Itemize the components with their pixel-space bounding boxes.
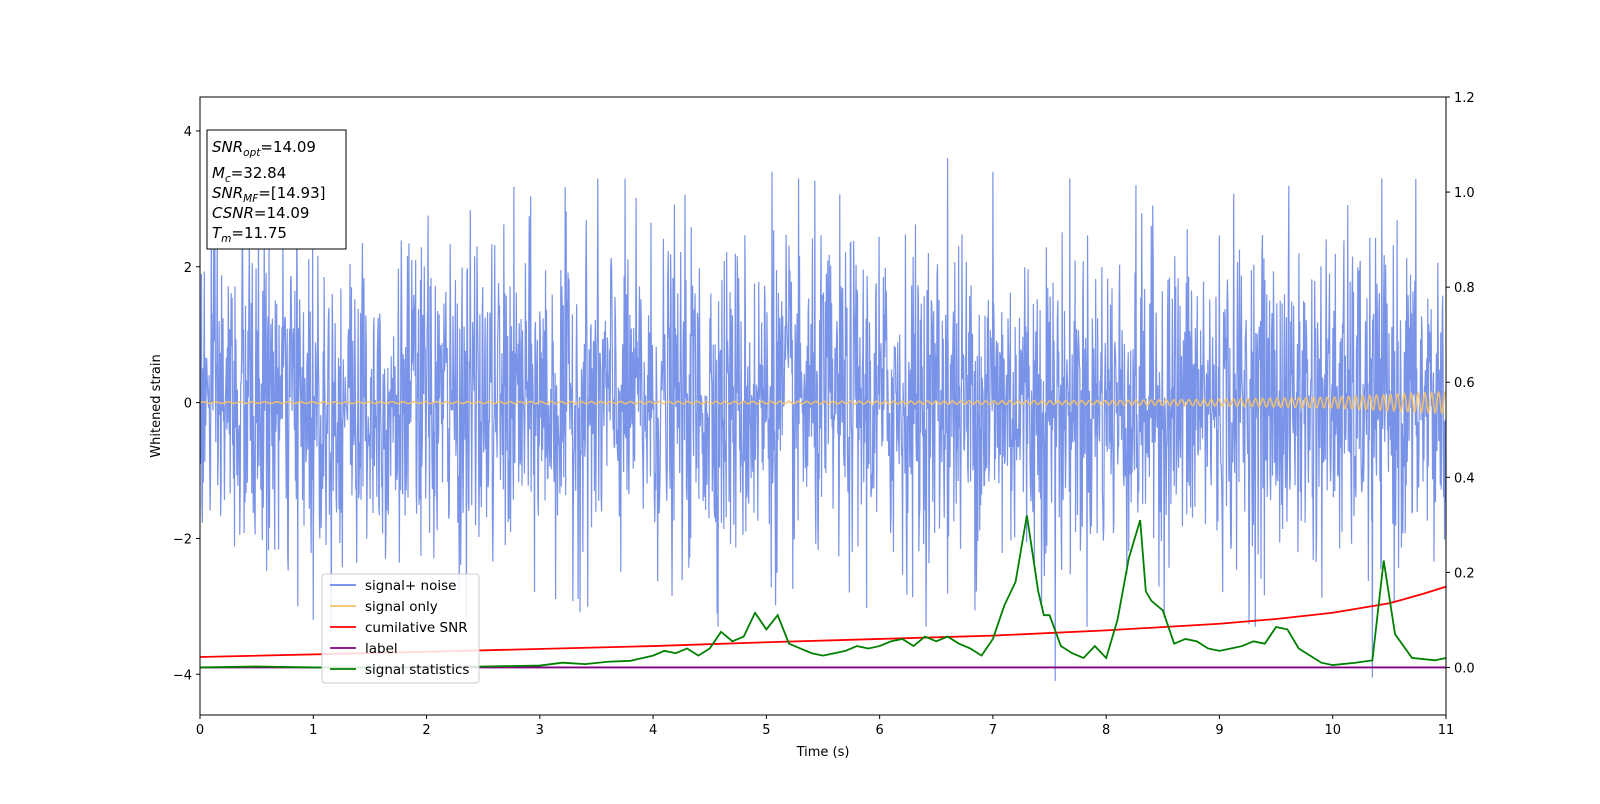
- y-tick-label: −2: [173, 532, 192, 547]
- y2-tick-label: 0.8: [1454, 281, 1475, 296]
- y-tick-label: 2: [184, 261, 192, 276]
- x-tick-label: 3: [536, 723, 544, 738]
- x-tick-label: 6: [875, 723, 883, 738]
- x-axis: 0 1 2 3 4 5 6 7 8 9 10 11: [196, 715, 1454, 738]
- plot-frame: [199, 96, 1447, 716]
- y2-tick-label: 0.2: [1454, 566, 1475, 581]
- x-tick-label: 5: [762, 723, 770, 738]
- plot-area: [200, 158, 1446, 682]
- series-signal-noise: [200, 158, 1446, 682]
- info-snr-mf: SNRMF=[14.93]: [212, 184, 326, 205]
- legend-frame: [321, 573, 480, 684]
- x-tick-label: 11: [1438, 723, 1455, 738]
- x-axis-label: Time (s): [796, 745, 850, 760]
- y-tick-label: 4: [184, 125, 192, 140]
- legend-label-label: label: [365, 641, 398, 657]
- info-csnr: CSNR=14.09: [212, 204, 309, 222]
- x-tick-label: 10: [1324, 723, 1341, 738]
- series-signal-statistics: [200, 515, 1446, 669]
- y-axis-left: −4 −2 0 2 4: [173, 125, 200, 683]
- x-tick-label: 8: [1102, 723, 1110, 738]
- y2-tick-label: 0.0: [1454, 661, 1475, 676]
- series-signal-only: [200, 390, 1446, 415]
- y2-tick-label: 1.2: [1454, 91, 1475, 106]
- y-tick-label: −4: [173, 668, 192, 683]
- x-tick-label: 1: [309, 723, 317, 738]
- legend-label-cumulative-snr: cumilative SNR: [365, 620, 468, 636]
- info-tm: Tm=11.75: [212, 224, 287, 245]
- info-snr-opt: SNRopt=14.09: [212, 138, 316, 159]
- x-tick-label: 0: [196, 723, 204, 738]
- x-tick-label: 7: [989, 723, 997, 738]
- y2-tick-label: 0.6: [1454, 376, 1475, 391]
- info-box: SNRopt=14.09 Mc=32.84 SNRMF=[14.93] CSNR…: [206, 129, 347, 250]
- y-axis-label: Whitened strain: [149, 354, 164, 457]
- x-tick-label: 4: [649, 723, 657, 738]
- y2-tick-label: 1.0: [1454, 186, 1475, 201]
- x-tick-label: 9: [1215, 723, 1223, 738]
- legend-label-signal-only: signal only: [365, 599, 438, 615]
- legend-label-signal-statistics: signal statistics: [365, 662, 469, 678]
- series-cumulative-snr: [200, 585, 1446, 658]
- y2-tick-label: 0.4: [1454, 471, 1475, 486]
- series-group: [200, 158, 1446, 682]
- info-box-frame: [206, 129, 347, 250]
- y-tick-label: 0: [184, 397, 192, 412]
- info-mc: Mc=32.84: [212, 164, 286, 185]
- x-tick-label: 2: [422, 723, 430, 738]
- legend: signal+ noise signal only cumilative SNR…: [321, 573, 480, 684]
- legend-label-signal-noise: signal+ noise: [365, 578, 456, 594]
- y-axis-right: 0.0 0.2 0.4 0.6 0.8 1.0 1.2: [1446, 91, 1475, 676]
